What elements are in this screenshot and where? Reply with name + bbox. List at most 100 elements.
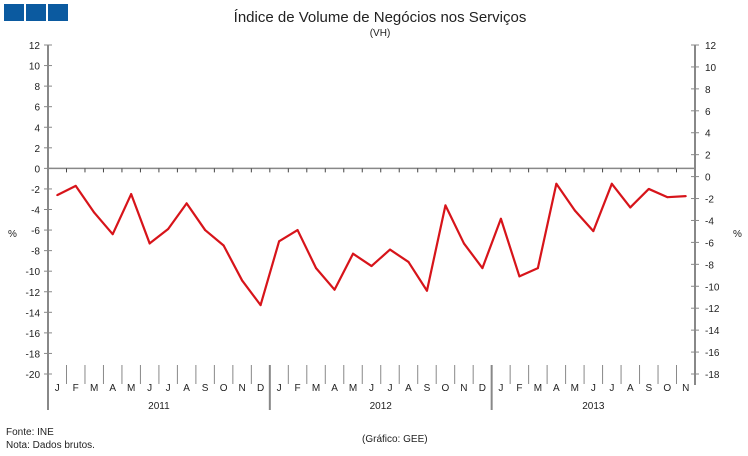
data-point	[315, 267, 318, 270]
data-point	[647, 187, 650, 190]
y-tick-label-right: -10	[705, 282, 720, 293]
y-tick-label-left: -14	[26, 308, 41, 319]
note-text: Nota: Dados brutos.	[6, 440, 95, 451]
data-point	[388, 248, 391, 251]
credit-text: (Gráfico: GEE)	[362, 434, 428, 445]
data-point	[352, 252, 355, 255]
y-tick-label-left: -8	[31, 247, 40, 258]
x-tick-label: F	[516, 383, 522, 394]
data-point	[499, 217, 502, 220]
y-tick-label-right: 2	[705, 151, 711, 162]
x-tick-label: S	[424, 383, 431, 394]
data-point	[278, 240, 281, 243]
y-tick-label-right: 12	[705, 41, 717, 52]
y-tick-label-left: -2	[31, 185, 40, 196]
x-tick-label: F	[295, 383, 301, 394]
x-tick-label: O	[220, 383, 228, 394]
y-axis-label-right: %	[733, 229, 742, 240]
x-tick-label: M	[90, 383, 98, 394]
data-point	[555, 182, 558, 185]
y-tick-label-right: -16	[705, 348, 720, 359]
y-tick-label-right: 8	[705, 85, 711, 96]
data-point	[130, 193, 133, 196]
x-tick-label: S	[645, 383, 652, 394]
data-point	[610, 182, 613, 185]
y-tick-label-left: -12	[26, 288, 41, 299]
y-tick-label-left: -6	[31, 226, 40, 237]
x-tick-label: A	[183, 383, 190, 394]
y-tick-label-right: -12	[705, 304, 720, 315]
y-tick-label-right: -6	[705, 238, 714, 249]
y-tick-label-left: 0	[34, 164, 40, 175]
y-tick-label-right: -18	[705, 370, 720, 381]
y-tick-label-left: 8	[34, 82, 40, 93]
x-tick-label: S	[202, 383, 209, 394]
x-tick-label: M	[349, 383, 357, 394]
x-tick-label: M	[127, 383, 135, 394]
x-tick-label: J	[369, 383, 374, 394]
logo-block	[26, 4, 46, 21]
y-tick-label-right: 4	[705, 129, 711, 140]
x-tick-label: J	[387, 383, 392, 394]
data-point	[222, 244, 225, 247]
x-tick-label: A	[553, 383, 560, 394]
x-tick-label: A	[331, 383, 338, 394]
x-tick-label: J	[609, 383, 614, 394]
y-tick-label-right: 0	[705, 173, 711, 184]
data-point	[185, 202, 188, 205]
y-tick-label-left: 2	[34, 144, 40, 155]
y-tick-label-left: -4	[31, 206, 40, 217]
data-point	[407, 260, 410, 263]
x-tick-label: J	[147, 383, 152, 394]
x-tick-label: J	[166, 383, 171, 394]
y-tick-label-right: -2	[705, 195, 714, 206]
x-tick-label: J	[277, 383, 282, 394]
x-tick-label: A	[109, 383, 116, 394]
x-tick-label: F	[73, 383, 79, 394]
y-tick-label-left: 12	[29, 41, 41, 52]
data-point	[167, 228, 170, 231]
y-tick-label-right: -4	[705, 216, 714, 227]
data-point	[74, 184, 77, 187]
data-point	[684, 195, 687, 198]
data-point	[56, 194, 59, 197]
y-tick-label-left: 6	[34, 103, 40, 114]
data-point	[111, 233, 114, 236]
logo-block	[48, 4, 68, 21]
x-tick-label: A	[405, 383, 412, 394]
data-point	[666, 196, 669, 199]
data-point	[296, 229, 299, 232]
x-tick-label: J	[591, 383, 596, 394]
x-tick-label: D	[479, 383, 486, 394]
data-point	[241, 279, 244, 282]
data-point	[481, 267, 484, 270]
x-tick-label: N	[460, 383, 467, 394]
x-tick-label: N	[682, 383, 689, 394]
x-tick-label: O	[442, 383, 450, 394]
y-tick-label-left: 10	[29, 62, 41, 73]
data-point	[573, 209, 576, 212]
data-point	[536, 267, 539, 270]
y-axis-label-left: %	[8, 229, 17, 240]
year-label: 2012	[370, 401, 393, 412]
x-tick-label: M	[571, 383, 579, 394]
y-tick-label-right: 10	[705, 63, 717, 74]
x-tick-label: A	[627, 383, 634, 394]
data-point	[204, 229, 207, 232]
data-point	[333, 288, 336, 291]
year-label: 2011	[148, 401, 170, 412]
x-tick-label: J	[498, 383, 503, 394]
data-point	[425, 289, 428, 292]
x-tick-label: O	[663, 383, 671, 394]
x-tick-label: N	[238, 383, 245, 394]
y-tick-label-right: 6	[705, 107, 711, 118]
data-point	[370, 265, 373, 268]
chart-title: Índice de Volume de Negócios nos Serviço…	[234, 9, 527, 26]
x-tick-label: J	[55, 383, 60, 394]
x-tick-label: M	[534, 383, 542, 394]
logo-block	[4, 4, 24, 21]
data-point	[629, 206, 632, 209]
y-tick-label-right: -8	[705, 260, 714, 271]
